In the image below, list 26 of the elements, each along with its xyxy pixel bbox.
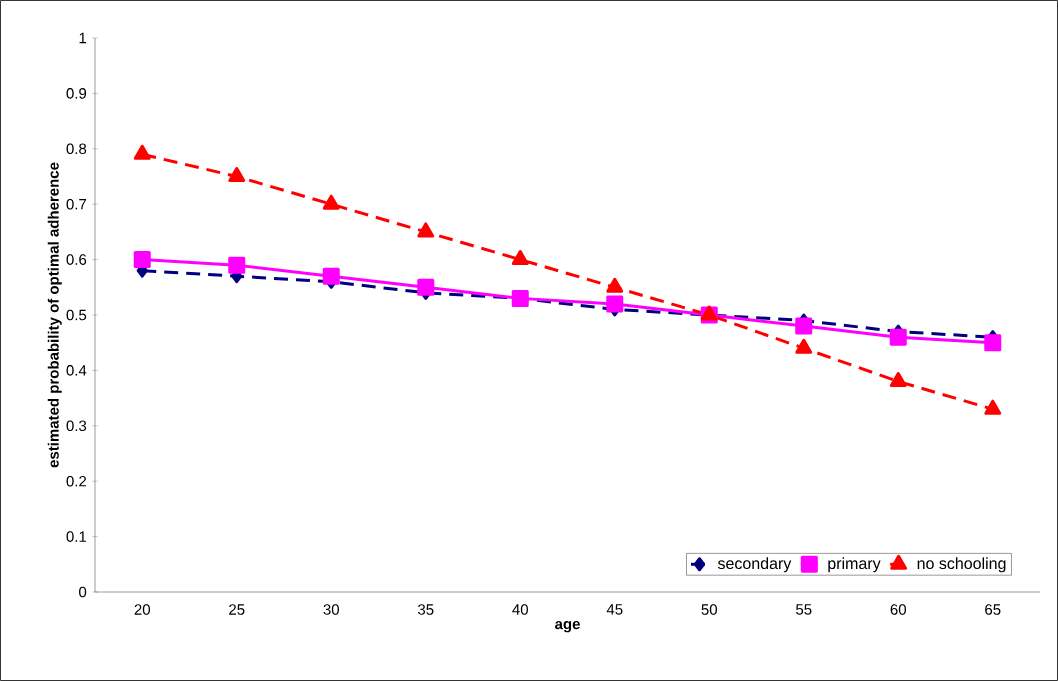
x-tick-label: 20 bbox=[134, 604, 150, 615]
x-tick-label: 40 bbox=[512, 604, 529, 615]
x-tick-label: 60 bbox=[890, 604, 907, 615]
y-tick-label: 0.2 bbox=[66, 475, 87, 487]
legend-label: primary bbox=[828, 557, 881, 573]
x-tick-label: 45 bbox=[606, 604, 623, 615]
x-axis-title: age bbox=[555, 621, 580, 633]
y-tick-label: 0.3 bbox=[66, 420, 87, 432]
y-tick-label: 0.6 bbox=[66, 254, 87, 265]
x-tick-label: 50 bbox=[701, 604, 718, 615]
y-tick-label: 0.9 bbox=[66, 88, 87, 99]
x-tick-label: 35 bbox=[417, 604, 434, 615]
y-tick-label: 0 bbox=[79, 586, 87, 598]
y-tick-label: 0.5 bbox=[66, 309, 87, 321]
y-tick-label: 0.1 bbox=[66, 531, 87, 542]
y-axis-title: estimated probability of optimal adherence bbox=[47, 162, 62, 468]
legend-label: no schooling bbox=[917, 557, 1006, 573]
y-tick-label: 0.4 bbox=[66, 365, 87, 376]
legend-label: secondary bbox=[717, 557, 792, 573]
y-tick-label: 1 bbox=[79, 32, 87, 44]
y-tick-label: 0.8 bbox=[66, 143, 87, 155]
x-tick-label: 65 bbox=[985, 604, 1001, 615]
y-tick-label: 0.7 bbox=[66, 198, 87, 210]
x-tick-label: 55 bbox=[796, 604, 812, 615]
x-tick-label: 25 bbox=[229, 604, 245, 615]
x-tick-label: 30 bbox=[323, 604, 339, 615]
